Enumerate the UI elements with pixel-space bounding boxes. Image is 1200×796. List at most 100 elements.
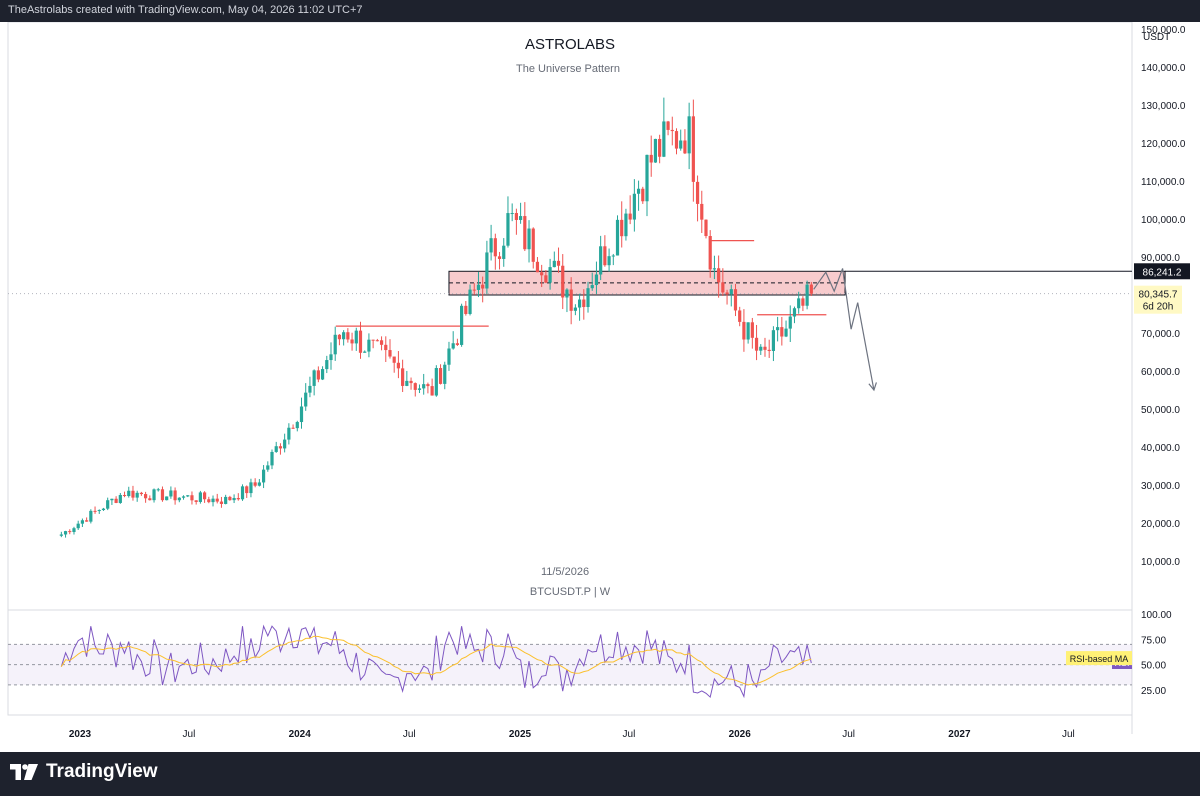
candle-body xyxy=(401,368,405,386)
candle-body xyxy=(628,213,632,220)
candle-body xyxy=(468,289,472,314)
candle-body xyxy=(809,284,813,294)
candle-body xyxy=(405,380,409,386)
candle-body xyxy=(72,528,76,533)
candle-body xyxy=(717,268,721,283)
candle-body xyxy=(110,498,114,501)
candle-body xyxy=(308,385,312,393)
candle-body xyxy=(249,482,253,494)
candle-body xyxy=(232,498,236,501)
candle-body xyxy=(274,446,278,452)
candle-body xyxy=(287,427,291,440)
time-tick-label: Jul xyxy=(1062,729,1075,740)
rsi-tick-label: 25.00 xyxy=(1141,686,1166,697)
candle-body xyxy=(76,523,80,529)
candle-body xyxy=(131,490,135,498)
candle-body xyxy=(165,496,169,501)
candle-body xyxy=(535,261,540,273)
candle-body xyxy=(434,368,438,396)
candle-body xyxy=(771,330,776,351)
candle-body xyxy=(590,285,594,289)
candle-body xyxy=(392,356,396,363)
candle-body xyxy=(485,252,489,289)
candle-body xyxy=(662,121,666,157)
candle-body xyxy=(207,499,211,503)
rsi-line xyxy=(60,624,812,699)
brand-label: TradingView xyxy=(46,761,158,782)
candle-body xyxy=(173,490,177,501)
candle-body xyxy=(266,465,270,470)
candle-body xyxy=(472,289,476,291)
candle-body xyxy=(594,274,599,286)
candle-body xyxy=(464,305,468,314)
candle-body xyxy=(603,246,607,266)
top-bar: TheAstrolabs created with TradingView.co… xyxy=(0,0,1200,22)
candle-body xyxy=(561,265,565,298)
candle-body xyxy=(422,384,426,389)
candle-body xyxy=(451,343,455,349)
candle-body xyxy=(447,348,451,365)
candle-body xyxy=(742,321,746,340)
candle-body xyxy=(599,246,603,275)
candle-body xyxy=(708,236,712,270)
candle-body xyxy=(198,492,202,502)
candle-body xyxy=(632,193,636,220)
candle-body xyxy=(738,310,742,322)
candle-body xyxy=(645,154,649,202)
candle-body xyxy=(540,272,544,276)
candle-body xyxy=(299,406,304,423)
countdown-label: 6d 20h xyxy=(1143,302,1174,313)
candle-body xyxy=(342,332,346,340)
price-tick-label: 30,000.0 xyxy=(1141,481,1180,492)
time-tick-label: 2024 xyxy=(289,729,312,740)
high-price-label: 86,241.2 xyxy=(1143,267,1182,278)
candle-body xyxy=(325,360,329,370)
time-tick-label: Jul xyxy=(183,729,196,740)
candle-body xyxy=(367,339,371,352)
candle-body xyxy=(687,116,691,154)
candle-body xyxy=(278,446,283,449)
candle-body xyxy=(670,129,674,132)
candle-body xyxy=(413,383,417,390)
candle-body xyxy=(658,138,662,157)
candle-body xyxy=(792,308,797,317)
last-price-label: 80,345.7 xyxy=(1139,290,1178,301)
candle-body xyxy=(236,498,240,500)
candle-body xyxy=(160,489,165,501)
candle-body xyxy=(101,508,106,511)
candle-body xyxy=(202,492,207,500)
candle-body xyxy=(636,188,641,194)
candle-body xyxy=(59,534,63,536)
candle-body xyxy=(181,496,186,498)
price-tick-label: 100,000.0 xyxy=(1141,215,1186,226)
candle-body xyxy=(548,267,552,283)
chart-svg[interactable]: ASTROLABS The Universe Pattern 11/5/2026… xyxy=(0,21,1200,752)
candle-body xyxy=(177,497,181,501)
candle-body xyxy=(805,284,809,306)
last-price-badge xyxy=(1134,285,1182,314)
tradingview-brand[interactable]: TradingView xyxy=(10,761,158,783)
candle-body xyxy=(350,339,354,344)
candle-body xyxy=(797,298,801,309)
price-tick-label: 110,000.0 xyxy=(1141,177,1185,188)
price-tick-label: 140,000.0 xyxy=(1141,63,1186,74)
candle-body xyxy=(527,228,531,250)
candle-body xyxy=(312,370,316,386)
candle-body xyxy=(80,520,85,524)
candle-body xyxy=(240,486,245,500)
candle-body xyxy=(261,469,266,483)
candle-body xyxy=(118,495,122,503)
rsi-pane[interactable] xyxy=(7,609,1133,716)
candle-body xyxy=(211,498,215,503)
candle-body xyxy=(417,388,422,390)
candle-body xyxy=(371,339,375,341)
candle-body xyxy=(510,213,514,215)
candle-body xyxy=(552,260,556,268)
candle-body xyxy=(497,256,502,259)
candle-body xyxy=(780,327,784,337)
candle-body xyxy=(443,364,447,384)
high-price-badge xyxy=(1134,263,1190,280)
candle-body xyxy=(127,490,131,497)
time-tick-label: 2025 xyxy=(509,729,532,740)
price-pane[interactable] xyxy=(7,21,1133,611)
